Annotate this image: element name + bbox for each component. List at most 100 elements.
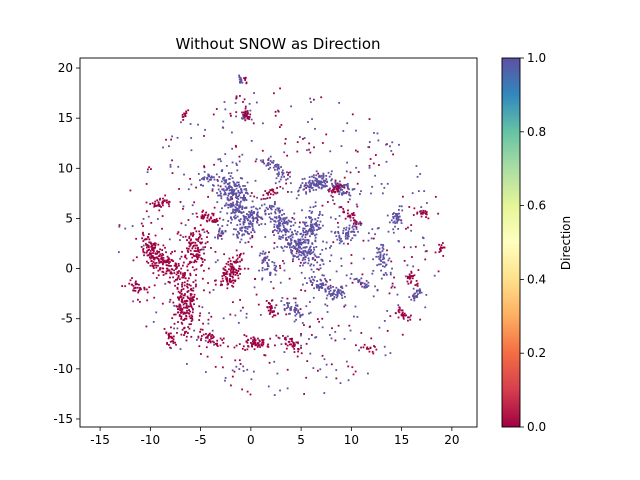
scatter-point xyxy=(319,220,322,223)
scatter-point xyxy=(145,238,148,241)
scatter-point xyxy=(189,302,192,305)
scatter-point xyxy=(230,185,232,188)
scatter-point xyxy=(229,280,231,283)
scatter-point xyxy=(180,222,183,225)
scatter-point xyxy=(313,253,316,256)
scatter-point xyxy=(359,222,362,225)
scatter-point xyxy=(382,248,385,250)
scatter-point xyxy=(159,197,162,200)
scatter-point xyxy=(270,161,273,164)
scatter-point xyxy=(256,337,259,340)
scatter-point xyxy=(293,343,296,346)
scatter-point xyxy=(357,223,360,225)
scatter-point xyxy=(363,286,366,289)
scatter-point xyxy=(213,343,215,346)
scatter-point xyxy=(153,202,156,205)
scatter-point xyxy=(234,196,237,199)
scatter-point xyxy=(142,247,145,250)
scatter-point xyxy=(186,295,189,298)
scatter-point xyxy=(297,245,300,248)
scatter-point xyxy=(231,177,234,179)
scatter-point xyxy=(312,367,315,369)
scatter-point xyxy=(250,231,253,234)
scatter-point xyxy=(405,314,408,317)
scatter-point xyxy=(169,346,171,349)
scatter-point xyxy=(296,250,298,253)
scatter-point xyxy=(332,185,334,188)
scatter-point xyxy=(243,221,246,224)
scatter-point xyxy=(394,312,397,314)
scatter-point xyxy=(226,183,229,185)
scatter-point xyxy=(186,286,189,289)
scatter-point xyxy=(201,306,204,309)
scatter-point xyxy=(230,384,232,387)
scatter-point xyxy=(235,233,238,236)
scatter-point xyxy=(304,258,306,261)
scatter-point xyxy=(180,333,183,336)
scatter-point xyxy=(182,303,185,306)
scatter-point xyxy=(403,246,406,249)
scatter-point xyxy=(419,173,422,175)
scatter-point xyxy=(250,211,253,213)
scatter-point xyxy=(313,146,315,149)
scatter-point xyxy=(208,291,211,294)
scatter-point xyxy=(244,226,247,229)
scatter-point xyxy=(220,192,222,195)
scatter-point xyxy=(403,259,406,262)
scatter-point xyxy=(230,280,232,283)
scatter-point xyxy=(165,199,168,202)
scatter-point xyxy=(378,258,381,260)
scatter-point xyxy=(309,352,312,355)
scatter-point xyxy=(419,289,422,292)
scatter-point xyxy=(182,236,185,238)
scatter-point xyxy=(407,276,410,279)
scatter-point xyxy=(287,219,290,222)
scatter-point xyxy=(308,184,311,186)
scatter-point xyxy=(320,283,323,285)
scatter-point xyxy=(350,273,353,275)
scatter-point xyxy=(232,285,235,288)
scatter-point xyxy=(295,307,298,310)
scatter-point xyxy=(173,322,176,325)
scatter-point xyxy=(338,183,340,186)
scatter-point xyxy=(397,309,400,311)
scatter-point xyxy=(278,237,281,240)
scatter-point xyxy=(283,175,286,178)
scatter-point xyxy=(278,235,281,238)
scatter-point xyxy=(203,165,205,168)
scatter-point xyxy=(225,189,228,191)
scatter-point xyxy=(173,250,176,253)
scatter-point xyxy=(295,233,298,236)
scatter-point xyxy=(238,219,240,222)
scatter-point xyxy=(294,306,296,309)
scatter-point xyxy=(147,262,150,264)
scatter-point xyxy=(249,213,252,216)
scatter-point xyxy=(258,216,261,219)
scatter-point xyxy=(424,210,427,212)
scatter-point xyxy=(176,271,179,273)
scatter-point xyxy=(241,117,244,120)
scatter-point xyxy=(304,256,307,258)
scatter-point xyxy=(334,181,337,183)
scatter-point xyxy=(295,309,297,312)
scatter-point xyxy=(297,194,300,197)
scatter-point xyxy=(371,185,374,188)
scatter-point xyxy=(375,255,378,258)
scatter-point xyxy=(189,300,192,303)
scatter-point xyxy=(155,266,158,269)
scatter-point xyxy=(278,219,281,222)
scatter-point xyxy=(321,282,324,285)
scatter-point xyxy=(320,183,322,186)
scatter-point xyxy=(269,163,272,166)
scatter-point xyxy=(226,187,229,190)
scatter-point xyxy=(325,247,327,250)
scatter-point xyxy=(406,275,409,278)
scatter-point xyxy=(244,229,246,232)
scatter-point xyxy=(164,260,166,263)
scatter-point xyxy=(280,236,283,238)
scatter-point xyxy=(416,295,419,298)
scatter-point xyxy=(303,227,306,230)
scatter-point xyxy=(261,338,263,341)
scatter-point xyxy=(349,329,352,332)
scatter-point xyxy=(320,180,323,183)
